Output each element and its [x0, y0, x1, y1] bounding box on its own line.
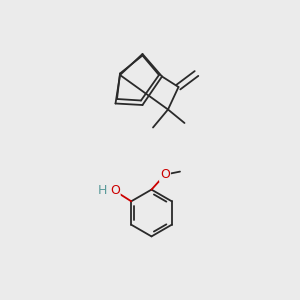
Text: O: O — [160, 168, 170, 181]
Text: O: O — [110, 184, 120, 197]
Text: H: H — [98, 184, 107, 197]
